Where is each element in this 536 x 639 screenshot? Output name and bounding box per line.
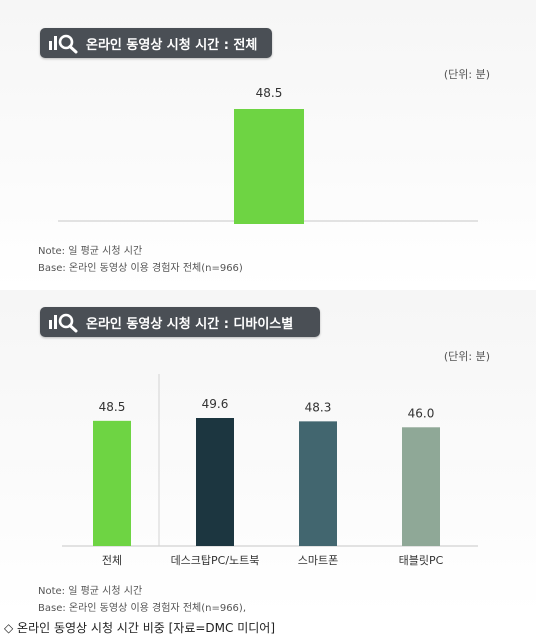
category-label: 전체 <box>102 554 122 567</box>
category-label: 데스크탑PC/노트북 <box>171 554 260 567</box>
chart-title: 온라인 동영상 시청 시간 : 디바이스별 <box>86 316 294 332</box>
category-label: 스마트폰 <box>298 554 338 567</box>
note-line: Note: 일 평균 시청 시간 <box>38 586 143 597</box>
chart-note: Note: 일 평균 시청 시간 Base: 온라인 동영상 이용 경험자 전체… <box>38 243 243 277</box>
magnifier-bar-icon <box>48 32 78 54</box>
category-label: 태블릿PC <box>399 554 444 567</box>
unit-label: (단위: 분) <box>443 350 490 363</box>
magnifier-bar-icon <box>48 311 78 333</box>
bar <box>196 418 234 546</box>
bar <box>234 109 304 224</box>
chart-title: 온라인 동영상 시청 시간 : 전체 <box>86 37 258 53</box>
chart-note: Note: 일 평균 시청 시간 Base: 온라인 동영상 이용 경험자 전체… <box>38 583 246 617</box>
chart-panel-by-device: 온라인 동영상 시청 시간 : 디바이스별 (단위: 분) 48.5 전체 49.6… <box>0 290 536 615</box>
base-line: Base: 온라인 동영상 이용 경험자 전체(n=966) <box>38 263 243 274</box>
data-label: 49.6 <box>202 397 229 411</box>
chart-panel-overall: 온라인 동영상 시청 시간 : 전체 (단위: 분) 48.5 Note: 일 … <box>0 0 536 290</box>
base-line: Base: 온라인 동영상 이용 경험자 전체(n=966), <box>38 603 246 614</box>
note-line: Note: 일 평균 시청 시간 <box>38 246 143 257</box>
bar-chart-overall: 48.5 <box>58 86 478 224</box>
data-label: 48.5 <box>99 400 126 414</box>
data-label: 46.0 <box>408 406 435 420</box>
figure-caption: ◇ 온라인 동영상 시청 시간 비중 [자료=DMC 미디어] <box>4 621 276 635</box>
bar <box>402 427 440 546</box>
chart-title-tag: 온라인 동영상 시청 시간 : 디바이스별 <box>40 307 320 337</box>
unit-label: (단위: 분) <box>443 68 490 81</box>
data-label: 48.3 <box>305 400 332 414</box>
bar <box>299 421 337 546</box>
bar-chart-by-device: 48.5 전체 49.6 데스크탑PC/노트북 48.3 스마트폰 46.0 태블릿PC <box>62 374 478 567</box>
data-label: 48.5 <box>256 86 283 100</box>
chart-title-tag: 온라인 동영상 시청 시간 : 전체 <box>40 28 272 58</box>
bar <box>93 420 131 546</box>
